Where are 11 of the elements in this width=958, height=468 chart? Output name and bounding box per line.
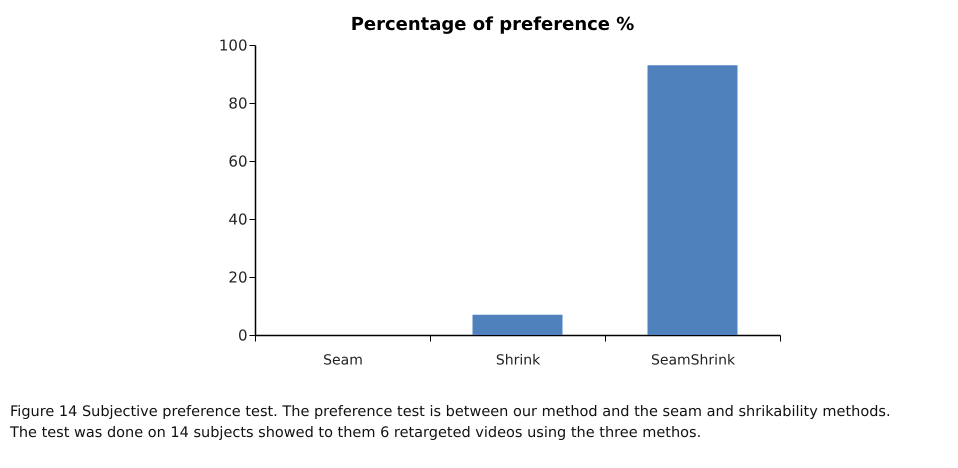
caption: Figure 14 Subjective preference test. The preference test is between our method and the seam and shrikability methods. The test was done on 14 subjects showed to them 6 retargeted videos using the three methos. <box>9 404 891 441</box>
y-tick-label: 100 <box>218 36 248 54</box>
y-tick-label: 20 <box>228 268 248 286</box>
y-tick-label: 0 <box>238 326 248 344</box>
x-tick-label: Seam <box>323 352 363 368</box>
x-tick-label: Shrink <box>496 352 542 368</box>
chart-title: Percentage of preference % <box>350 14 634 35</box>
y-tick-label: 80 <box>228 94 248 112</box>
y-tick-label: 60 <box>228 152 248 170</box>
x-tick-label: SeamShrink <box>650 352 736 368</box>
y-tick-label: 40 <box>228 210 248 228</box>
